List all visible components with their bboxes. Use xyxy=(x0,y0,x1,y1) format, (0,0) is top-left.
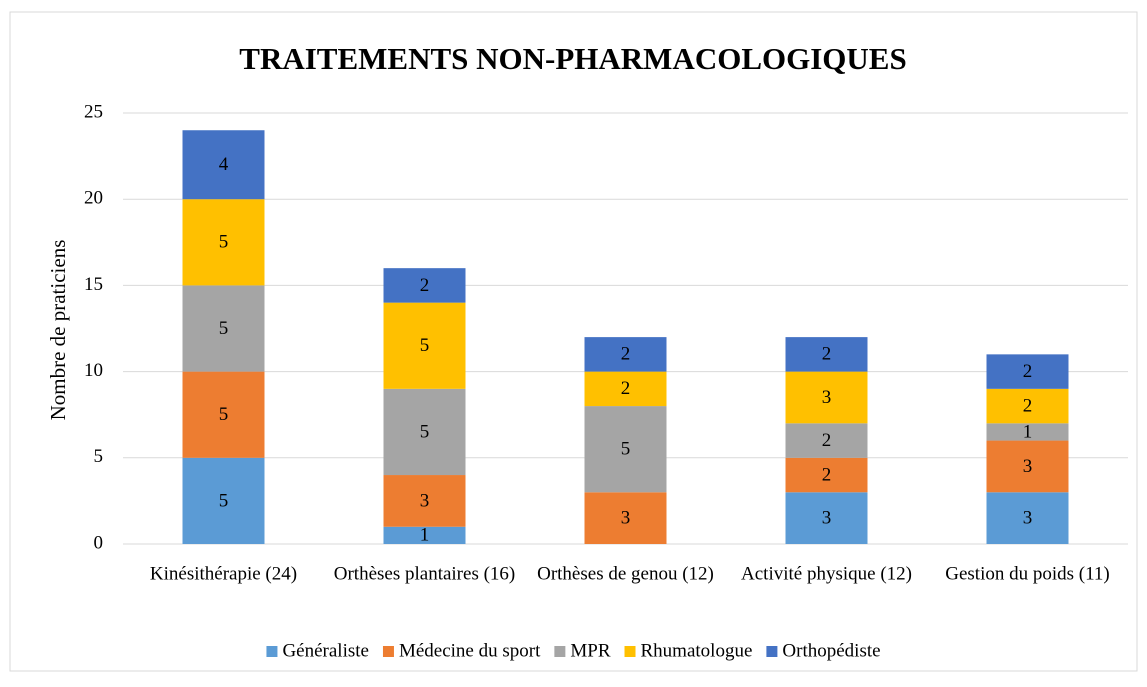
legend-swatch xyxy=(554,646,566,657)
legend-label: Généraliste xyxy=(282,640,369,661)
legend-label: Médecine du sport xyxy=(399,640,541,661)
x-tick-label: Orthèses plantaires (16) xyxy=(334,563,516,584)
x-tick-label: Kinésithérapie (24) xyxy=(150,563,297,584)
data-label: 2 xyxy=(822,464,832,485)
data-label: 5 xyxy=(420,335,430,356)
x-tick-label: Gestion du poids (11) xyxy=(945,563,1109,584)
bar-segment xyxy=(383,388,466,476)
bar-segment xyxy=(785,371,868,424)
bar-segment xyxy=(785,423,868,458)
data-label: 2 xyxy=(420,275,430,296)
y-tick-label: 10 xyxy=(84,360,103,381)
legend-label: Orthopédiste xyxy=(782,640,880,661)
legend-swatch xyxy=(624,646,636,657)
data-label: 3 xyxy=(822,507,832,528)
y-tick-label: 5 xyxy=(94,446,104,467)
legend-swatch xyxy=(382,646,394,657)
bar-segment xyxy=(383,302,466,389)
data-label: 3 xyxy=(1023,507,1033,528)
bar-segment xyxy=(182,285,265,372)
bar-segment xyxy=(383,268,466,303)
y-tick-label: 0 xyxy=(94,532,104,553)
data-label: 5 xyxy=(219,490,229,511)
y-tick-label: 20 xyxy=(84,188,103,209)
legend: Généraliste Médecine du sport MPR Rhumatolo… xyxy=(266,640,881,661)
data-label: 2 xyxy=(822,430,832,451)
bar-segment xyxy=(182,199,265,286)
bar-segment xyxy=(584,371,667,407)
bar-segment xyxy=(383,526,466,544)
data-label: 3 xyxy=(420,490,430,511)
bar-segment xyxy=(986,388,1069,424)
bar-segment xyxy=(986,354,1069,389)
data-label: 4 xyxy=(219,154,229,175)
bar-segment xyxy=(986,440,1069,493)
data-label: 2 xyxy=(822,344,832,365)
legend-label: Rhumatologue xyxy=(641,640,753,661)
bar-segment xyxy=(584,492,667,544)
data-label: 1 xyxy=(1023,421,1033,442)
legend-label: MPR xyxy=(570,640,610,661)
bar-segment xyxy=(182,457,265,544)
data-label: 5 xyxy=(219,404,229,425)
legend-swatch xyxy=(266,646,278,657)
bar-segment xyxy=(584,337,667,372)
data-label: 3 xyxy=(1023,456,1033,477)
bar-segment xyxy=(182,130,265,200)
data-label: 5 xyxy=(219,318,229,339)
bar-segment xyxy=(584,406,667,493)
data-label: 2 xyxy=(1023,361,1033,382)
bar-segment xyxy=(785,457,868,493)
chart-title: TRAITEMENTS NON-PHARMACOLOGIQUES xyxy=(239,41,906,76)
x-tick-label: Orthèses de genou (12) xyxy=(537,563,714,584)
data-label: 3 xyxy=(822,387,832,408)
data-label: 2 xyxy=(1023,395,1033,416)
bar-segment xyxy=(182,371,265,458)
bar-segment xyxy=(383,475,466,527)
y-tick-label: 25 xyxy=(84,101,103,122)
data-label: 5 xyxy=(621,439,631,460)
bar-segment xyxy=(986,492,1069,544)
bar-segment xyxy=(986,423,1069,441)
legend-swatch xyxy=(766,646,778,657)
y-axis-label: Nombre de praticiens xyxy=(46,240,70,421)
data-label: 2 xyxy=(621,378,631,399)
bar-segment xyxy=(785,337,868,372)
data-label: 3 xyxy=(621,507,631,528)
data-label: 1 xyxy=(420,525,430,546)
data-label: 5 xyxy=(219,232,229,253)
y-tick-label: 15 xyxy=(84,274,103,295)
data-label: 2 xyxy=(621,344,631,365)
data-label: 5 xyxy=(420,421,430,442)
bar-segment xyxy=(785,492,868,544)
x-tick-label: Activité physique (12) xyxy=(741,563,912,584)
